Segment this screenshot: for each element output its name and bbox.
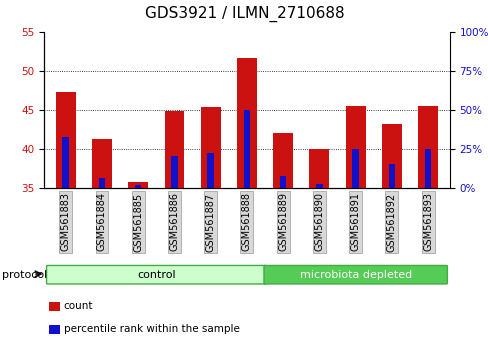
Bar xyxy=(56,92,76,188)
Bar xyxy=(381,124,401,188)
Bar xyxy=(316,184,322,188)
Bar xyxy=(243,110,250,188)
Text: count: count xyxy=(63,301,93,311)
Bar xyxy=(273,133,292,188)
Bar xyxy=(135,184,141,188)
Bar xyxy=(352,149,358,188)
FancyBboxPatch shape xyxy=(46,266,265,284)
Bar xyxy=(388,164,394,188)
Bar xyxy=(424,149,430,188)
Bar xyxy=(99,178,105,188)
Text: GDS3921 / ILMN_2710688: GDS3921 / ILMN_2710688 xyxy=(144,5,344,22)
Bar xyxy=(92,139,112,188)
Bar xyxy=(309,149,329,188)
Bar xyxy=(237,58,256,188)
Bar xyxy=(171,156,177,188)
Bar xyxy=(279,176,286,188)
Bar xyxy=(164,111,184,188)
FancyBboxPatch shape xyxy=(264,266,447,284)
Bar xyxy=(345,106,365,188)
Text: percentile rank within the sample: percentile rank within the sample xyxy=(63,324,239,334)
Bar xyxy=(201,107,220,188)
Bar xyxy=(128,182,148,188)
Bar xyxy=(417,106,437,188)
Text: protocol: protocol xyxy=(2,270,48,280)
Bar xyxy=(207,153,214,188)
Text: microbiota depleted: microbiota depleted xyxy=(299,270,411,280)
Text: control: control xyxy=(137,270,175,280)
Bar xyxy=(62,137,69,188)
